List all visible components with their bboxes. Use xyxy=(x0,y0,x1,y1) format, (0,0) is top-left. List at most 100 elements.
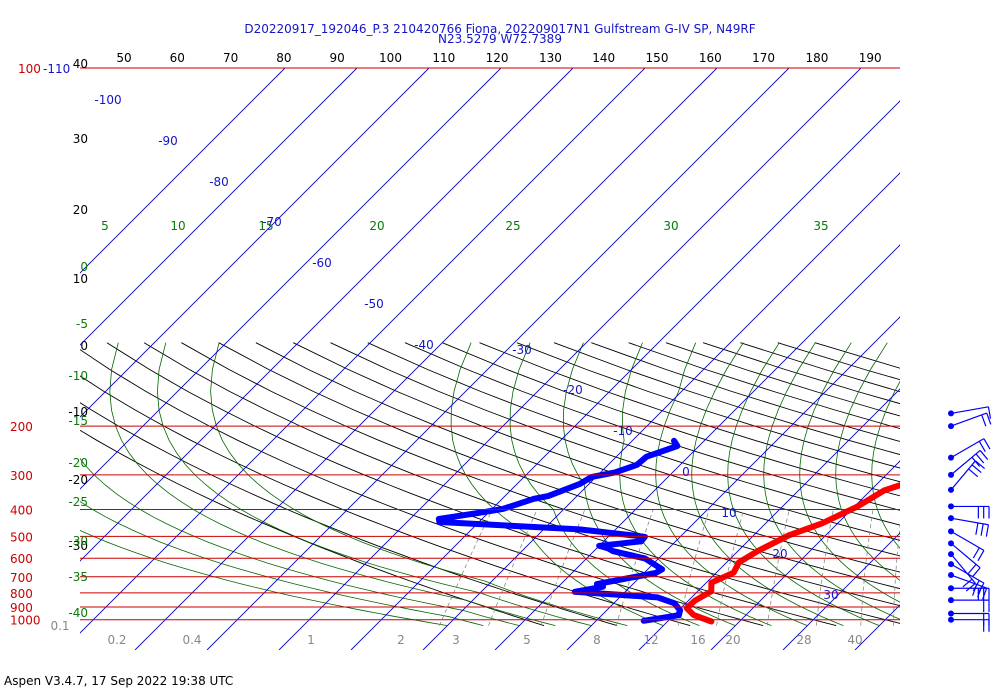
isotherm xyxy=(927,68,1000,650)
wind-barb xyxy=(948,528,985,562)
moist-adiabat xyxy=(450,342,664,626)
isotherm xyxy=(350,100,900,650)
isotherm-label: 30 xyxy=(823,588,838,602)
isotherm xyxy=(80,68,646,634)
wind-barb xyxy=(948,610,990,626)
mixing-ratio-line xyxy=(919,510,925,626)
dry-adiabat xyxy=(367,342,900,526)
footer-version: Aspen V3.4.7, 17 Sep 2022 19:38 UTC xyxy=(4,674,234,688)
moist-adiabat xyxy=(871,380,900,549)
mixing-ratio-label: 28 xyxy=(796,633,811,647)
pressure-label: 300 xyxy=(10,469,33,483)
moist-adiabat xyxy=(509,342,700,626)
dry-adiabat xyxy=(330,342,900,541)
moist-adiabat xyxy=(835,342,900,581)
moist-adiabat-label: 25 xyxy=(505,219,520,233)
left-tick-label: 20 xyxy=(73,203,88,217)
mixing-ratio-label: 40 xyxy=(847,633,862,647)
top-tick-label: 160 xyxy=(699,51,722,65)
mixing-ratio-line xyxy=(716,509,745,626)
moist-adiabat xyxy=(80,530,448,626)
moist-label: -20 xyxy=(68,456,88,470)
dewpoint-profile xyxy=(435,437,684,624)
dry-adiabat xyxy=(80,402,618,627)
top-tick-label: 180 xyxy=(805,51,828,65)
pressure-label: 900 xyxy=(10,601,33,615)
moist-adiabat xyxy=(109,342,556,626)
dry-adiabat xyxy=(516,342,900,469)
top-tick-label: 170 xyxy=(752,51,775,65)
dry-adiabat xyxy=(143,342,900,624)
isotherm-label: -10 xyxy=(613,424,633,438)
dry-adiabat xyxy=(479,342,900,483)
mixing-ratio-label: 16 xyxy=(690,633,705,647)
moist-adiabat-label: 15 xyxy=(258,219,273,233)
mixing-ratio-line xyxy=(860,509,874,626)
mixing-ratio-line xyxy=(488,509,538,626)
pressure-label: 200 xyxy=(10,420,33,434)
mixing-ratio-label: 8 xyxy=(593,633,601,647)
pressure-label: 700 xyxy=(10,571,33,585)
isotherm xyxy=(422,172,900,650)
moist-adiabat-label: 5 xyxy=(101,219,109,233)
wind-barb xyxy=(948,412,992,430)
top-tick-label: 60 xyxy=(170,51,185,65)
dry-adiabat xyxy=(404,342,900,511)
left-tick-label: 10 xyxy=(73,272,88,286)
mixing-ratio-label: 5 xyxy=(523,633,531,647)
isotherm-label: -60 xyxy=(312,256,332,270)
moist-label: -25 xyxy=(68,495,88,509)
dry-adiabat xyxy=(628,342,900,430)
isotherm xyxy=(80,68,286,274)
mixing-ratio-label: 0.2 xyxy=(107,633,126,647)
mixing-ratio-line xyxy=(816,509,834,626)
wind-barb xyxy=(948,585,990,601)
top-tick-label: 80 xyxy=(276,51,291,65)
chart-title-line1: D20220917_192046_P.3 210420766 Fiona, 20… xyxy=(244,22,756,36)
moist-adiabat-label: 30 xyxy=(663,219,678,233)
moist-adiabat xyxy=(727,342,880,626)
dry-adiabat xyxy=(218,342,900,590)
dry-adiabat xyxy=(255,342,900,573)
moist-adiabat xyxy=(210,342,628,626)
moist-adiabat xyxy=(799,342,900,603)
moist-label: -5 xyxy=(76,317,88,331)
pressure-label: -110 xyxy=(43,62,70,76)
pressure-label: 500 xyxy=(10,530,33,544)
moist-adiabat xyxy=(156,342,592,626)
moist-adiabat xyxy=(619,342,772,626)
mixing-ratio-line xyxy=(893,523,900,626)
isotherm-label: 20 xyxy=(772,547,787,561)
top-tick-label: 150 xyxy=(646,51,669,65)
top-tick-label: 90 xyxy=(330,51,345,65)
wind-barb xyxy=(948,449,989,478)
moist-adiabat xyxy=(655,342,808,626)
top-tick-label: 140 xyxy=(592,51,615,65)
wind-barb xyxy=(948,503,990,519)
wind-barb xyxy=(948,551,976,592)
top-tick-label: 70 xyxy=(223,51,238,65)
moist-adiabat xyxy=(80,501,484,626)
isotherm-label: -90 xyxy=(158,134,178,148)
isotherm xyxy=(278,68,862,650)
mixing-ratio-line xyxy=(615,509,654,626)
left-tick-label: 0 xyxy=(80,339,88,353)
isotherm xyxy=(80,68,358,346)
top-tick-label: 130 xyxy=(539,51,562,65)
wind-barb xyxy=(948,406,992,419)
top-tick-label: 110 xyxy=(432,51,455,65)
moist-label: -35 xyxy=(68,570,88,584)
pressure-label: 600 xyxy=(10,552,33,566)
top-tick-label: 50 xyxy=(116,51,131,65)
pressure-label: 1000 xyxy=(10,614,41,628)
wind-barb xyxy=(948,438,991,461)
mixing-ratio-line xyxy=(540,509,586,626)
mixing-ratio-line xyxy=(439,509,493,626)
moist-adiabat xyxy=(691,342,844,626)
mixing-ratio-label: 0.1 xyxy=(50,619,69,633)
moist-adiabat-label: 20 xyxy=(369,219,384,233)
isotherm xyxy=(80,68,574,562)
moist-adiabat xyxy=(763,342,900,620)
mixing-ratio-line xyxy=(958,510,961,626)
isotherm xyxy=(566,316,900,650)
